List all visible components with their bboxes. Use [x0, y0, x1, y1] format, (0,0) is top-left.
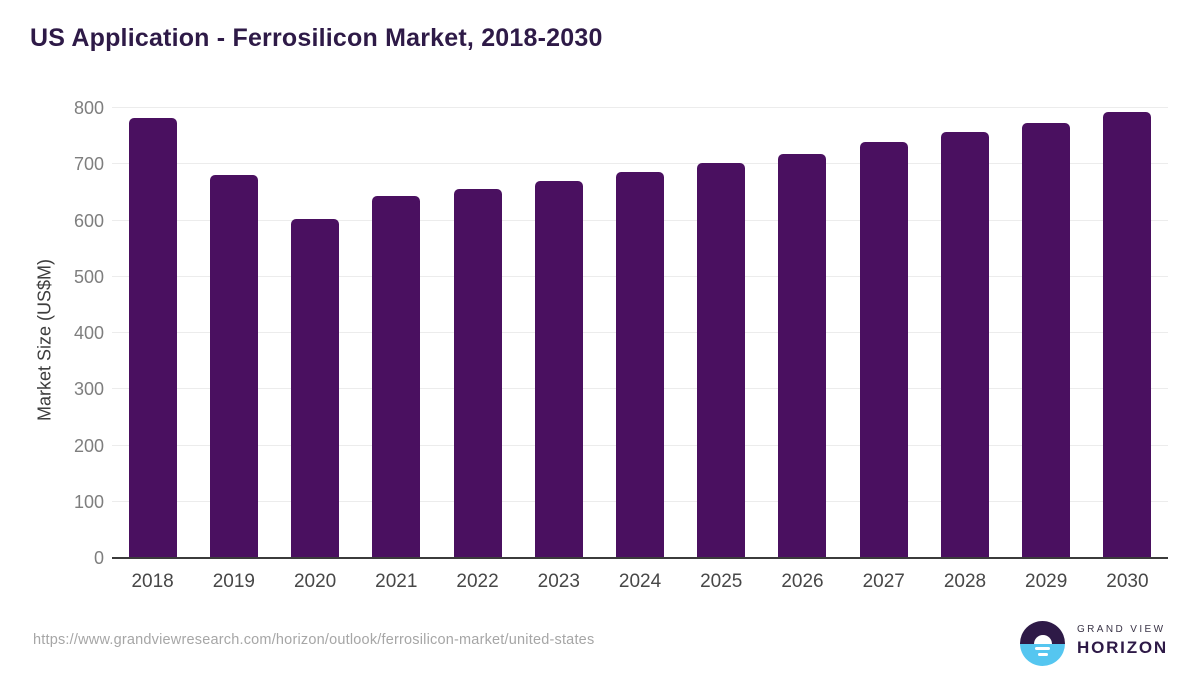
bar-2019 — [209, 174, 258, 558]
brand-logo-text: GRAND VIEW HORIZON — [1077, 624, 1168, 658]
horizon-logo-icon — [1020, 621, 1065, 666]
bar-slot-2018 — [112, 108, 193, 558]
bar-slot-2026 — [762, 108, 843, 558]
x-axis-tick-labels: 2018 2019 2020 2021 2022 2023 2024 2025 2026 2027… — [112, 571, 1168, 593]
bar-slot-2025 — [681, 108, 762, 558]
bar-2020 — [291, 219, 340, 558]
y-tick-600: 600 — [73, 210, 104, 231]
chart-title: US Application - Ferrosilicon Market, 20… — [30, 24, 603, 52]
y-tick-200: 200 — [73, 435, 104, 456]
gridline-700 — [112, 163, 1168, 165]
x-tick-2020: 2020 — [293, 571, 337, 592]
bar-2023 — [534, 180, 583, 558]
x-tick-2024: 2024 — [618, 571, 662, 592]
bar-slot-2024 — [599, 108, 680, 558]
wave-icon — [1035, 646, 1050, 650]
x-tick-2025: 2025 — [700, 571, 743, 592]
y-tick-400: 400 — [73, 323, 104, 343]
x-tick-2023: 2023 — [537, 571, 580, 592]
gridline-800 — [112, 107, 1168, 108]
bar-2027 — [859, 142, 908, 558]
bar-slot-2020 — [274, 108, 355, 558]
y-tick-300: 300 — [73, 379, 104, 400]
bar-2025 — [697, 162, 746, 558]
y-tick-500: 500 — [73, 266, 104, 287]
x-tick-2026: 2026 — [781, 571, 824, 592]
wave-icon — [1037, 652, 1048, 656]
bar-slot-2023 — [518, 108, 599, 558]
x-tick-2027: 2027 — [862, 571, 905, 592]
x-tick-2029: 2029 — [1025, 571, 1068, 592]
brand-name-top: GRAND VIEW — [1077, 624, 1166, 635]
x-tick-2028: 2028 — [943, 571, 987, 592]
x-tick-2019: 2019 — [212, 571, 255, 592]
y-tick-700: 700 — [73, 154, 104, 175]
bar-series — [112, 108, 1168, 558]
bar-slot-2029 — [1006, 108, 1087, 558]
x-axis-line — [112, 557, 1168, 559]
brand-name-bottom: HORIZON — [1077, 638, 1168, 657]
x-tick-2018: 2018 — [131, 571, 174, 592]
bar-2029 — [1022, 123, 1071, 558]
y-tick-800: 800 — [73, 98, 104, 118]
bar-2026 — [778, 153, 827, 558]
bar-slot-2027 — [843, 108, 924, 558]
bar-2018 — [128, 117, 177, 558]
bar-slot-2022 — [437, 108, 518, 558]
bar-2030 — [1103, 111, 1152, 558]
y-axis-tick-labels: 0 100 200 300 400 500 600 700 800 — [0, 99, 104, 567]
sun-icon — [1033, 634, 1052, 644]
bar-2022 — [453, 189, 502, 558]
bar-2024 — [616, 171, 665, 558]
bar-slot-2028 — [924, 108, 1005, 558]
source-url: https://www.grandviewresearch.com/horizo… — [33, 632, 595, 648]
bar-slot-2030 — [1087, 108, 1168, 558]
x-tick-2021: 2021 — [375, 571, 418, 592]
y-tick-0: 0 — [93, 548, 104, 568]
brand-logo: GRAND VIEW HORIZON — [1020, 621, 1190, 667]
bar-2021 — [372, 195, 421, 558]
bar-slot-2021 — [356, 108, 437, 558]
bar-slot-2019 — [193, 108, 274, 558]
bar-2028 — [940, 132, 989, 558]
x-tick-2030: 2030 — [1106, 571, 1149, 592]
y-tick-100: 100 — [73, 491, 104, 512]
x-tick-2022: 2022 — [456, 571, 499, 592]
